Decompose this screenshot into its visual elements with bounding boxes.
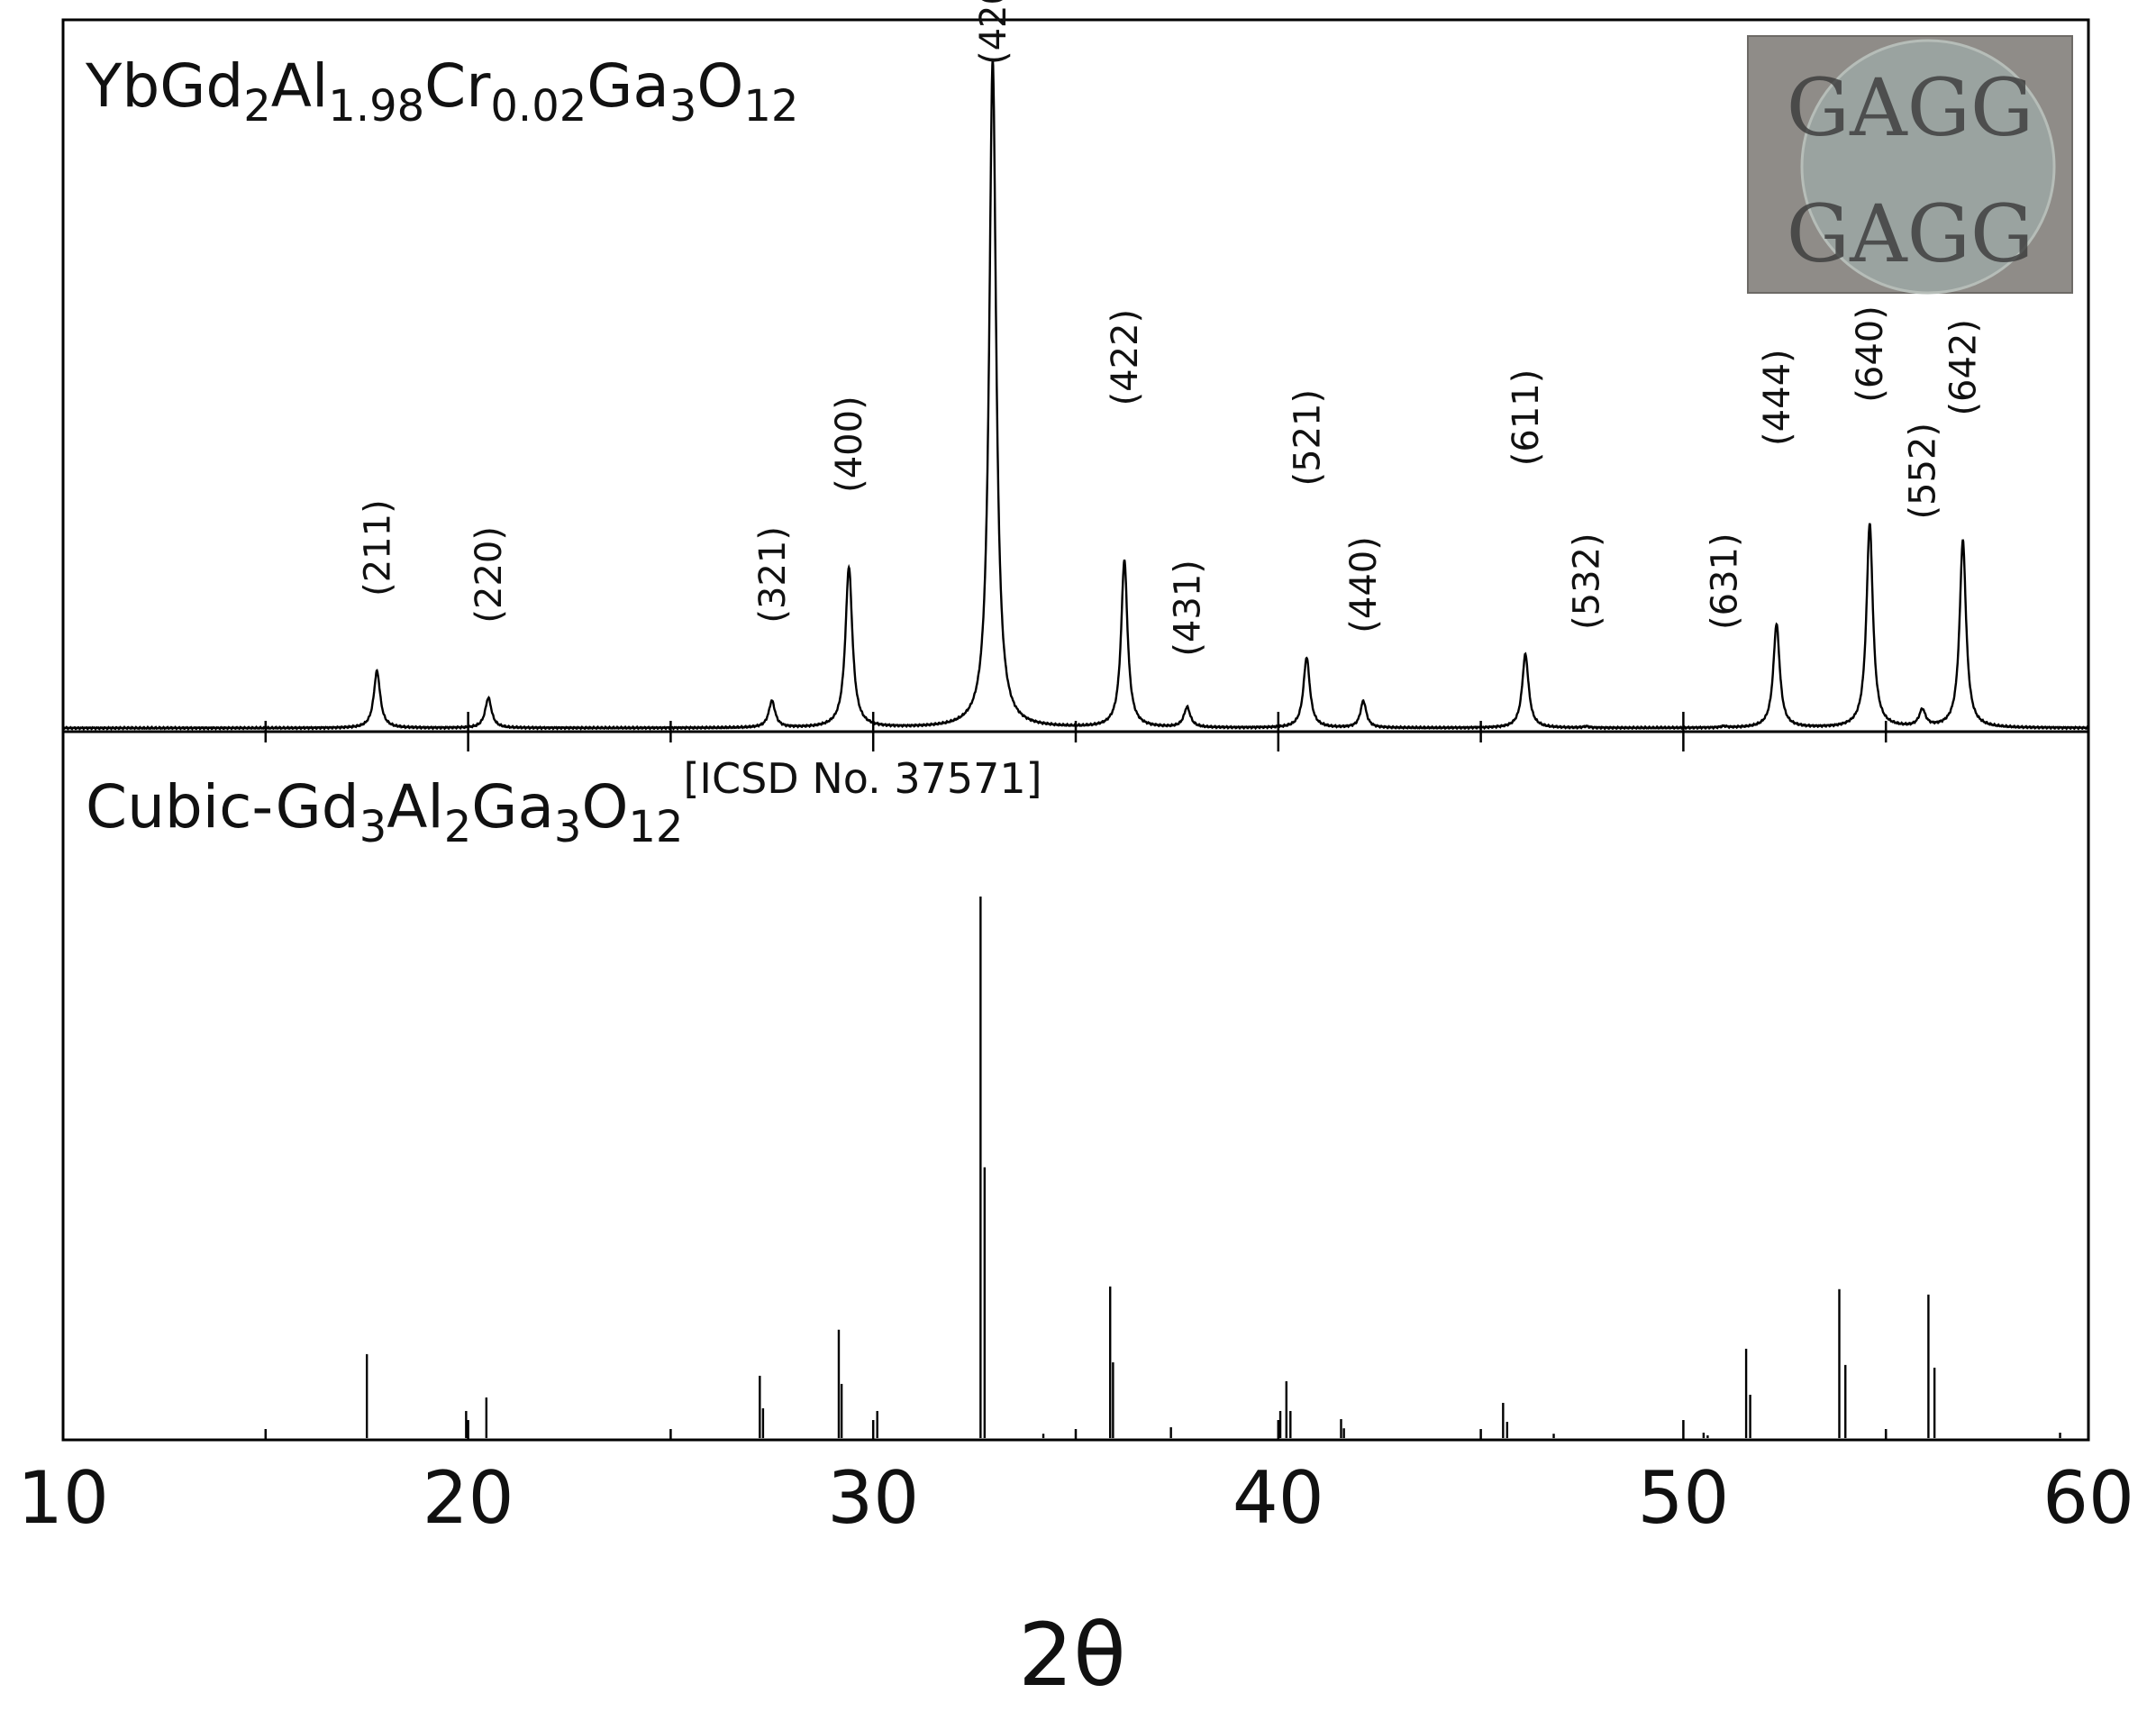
- x-tick-label: 50: [1638, 1456, 1730, 1540]
- disc-edge: [1800, 39, 2056, 295]
- peak-label: (640): [1850, 305, 1891, 403]
- formula-part: Cubic-Gd: [86, 772, 359, 842]
- x-axis: 10 20 30 40 50 60: [17, 712, 2134, 1540]
- formula-part: Ga: [587, 51, 669, 121]
- photo-text: GAGG: [1787, 61, 2033, 154]
- formula-part: 2: [243, 81, 271, 132]
- peak-label: (611): [1506, 369, 1547, 467]
- x-axis-label: 2θ: [1018, 1605, 1126, 1706]
- formula-part: 2: [444, 802, 472, 852]
- formula-part: Al: [271, 51, 329, 121]
- sample-formula-label: YbGd2Al1.98Cr0.02Ga3O12: [85, 51, 798, 132]
- peak-label: (422): [1105, 309, 1146, 406]
- peak-label: (321): [752, 526, 794, 624]
- formula-part: 3: [554, 802, 582, 852]
- formula-part: 0.02: [490, 81, 587, 132]
- peak-label: (420): [973, 0, 1014, 65]
- peak-label: (532): [1566, 533, 1607, 630]
- peak-label: (444): [1757, 349, 1798, 446]
- formula-part: [ICSD No. 37571]: [683, 754, 1042, 803]
- peak-label: (440): [1343, 536, 1385, 633]
- photo-text: GAGG: [1787, 187, 2033, 280]
- formula-part: Cr: [424, 51, 491, 121]
- reference-formula-label: Cubic-Gd3Al2Ga3O12[ICSD No. 37571]: [86, 754, 1042, 852]
- formula-part: 3: [359, 802, 387, 852]
- peak-label: (211): [357, 499, 398, 596]
- reference-sticks: [366, 897, 2061, 1438]
- formula-part: 3: [669, 81, 697, 132]
- bottom-panel: Cubic-Gd3Al2Ga3O12[ICSD No. 37571]: [86, 754, 2061, 1438]
- peak-label: (642): [1943, 319, 1985, 416]
- formula-part: O: [696, 51, 743, 121]
- top-panel: (211) (220) (321) (400) (420) (422) (431) (521)…: [61, 0, 2089, 731]
- x-tick-label: 60: [2042, 1456, 2134, 1540]
- peak-label: (552): [1903, 423, 1944, 520]
- formula-part: 12: [743, 81, 798, 132]
- peak-labels: (211) (220) (321) (400) (420) (422) (431) (521)…: [357, 0, 1984, 657]
- formula-part: O: [581, 772, 628, 842]
- formula-part: Ga: [471, 772, 554, 842]
- formula-part: 1.98: [328, 81, 424, 132]
- peak-label: (400): [829, 396, 870, 493]
- peak-label: (220): [468, 526, 510, 624]
- formula-part: 12: [628, 802, 683, 852]
- sample-photo-inset: GAGG GAGG: [1747, 35, 2073, 295]
- peak-label: (431): [1168, 560, 1209, 657]
- x-tick-label: 30: [827, 1456, 919, 1540]
- x-tick-label: 10: [17, 1456, 109, 1540]
- peak-label: (631): [1704, 533, 1745, 630]
- x-tick-label: 40: [1233, 1456, 1324, 1540]
- ceramic-disc: [1802, 41, 2054, 293]
- formula-part: YbGd: [85, 51, 243, 121]
- x-tick-label: 20: [423, 1456, 514, 1540]
- formula-part: Al: [387, 772, 444, 842]
- peak-label: (521): [1287, 389, 1328, 487]
